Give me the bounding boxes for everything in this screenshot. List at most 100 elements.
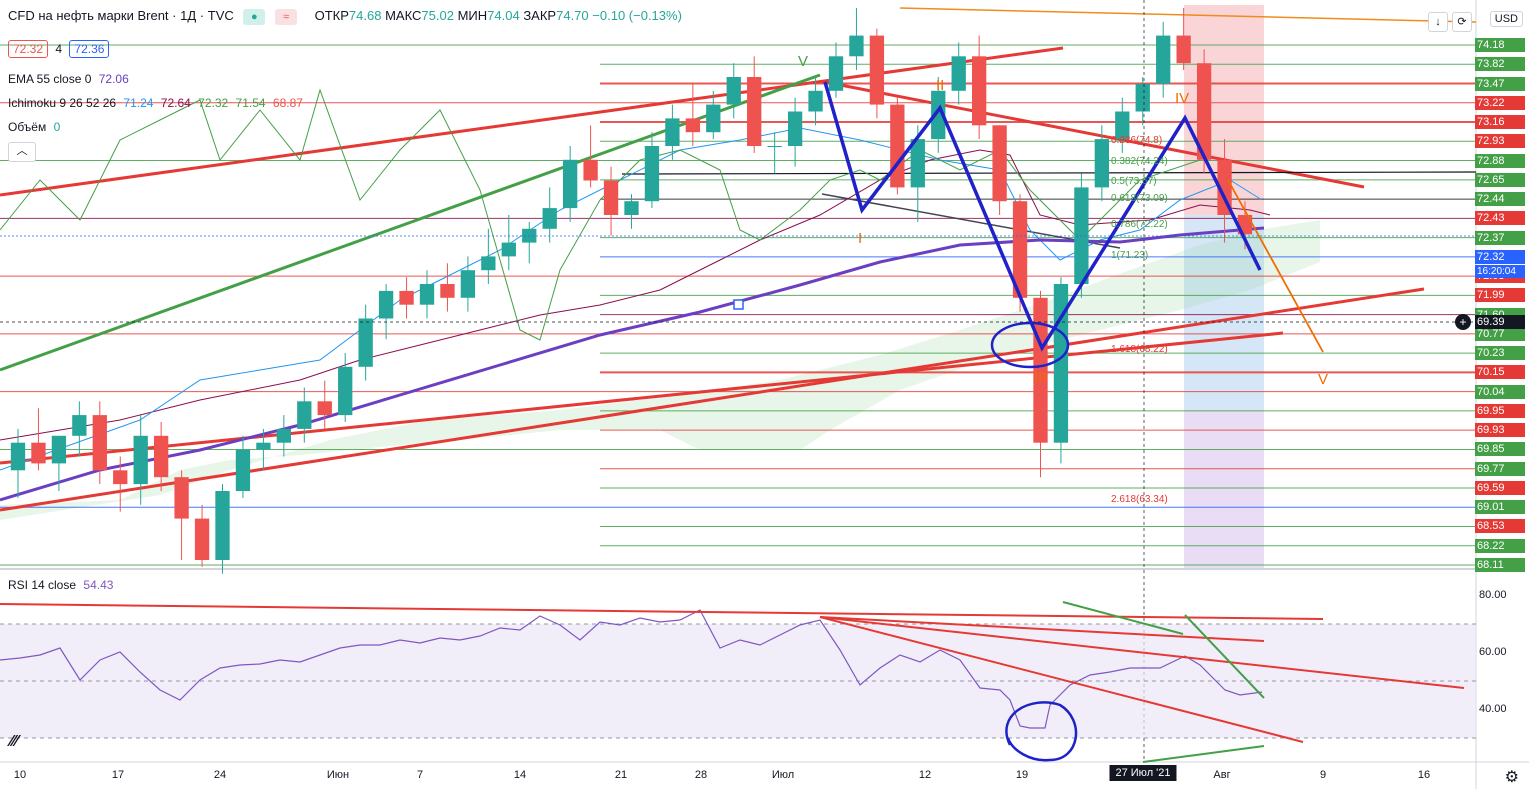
candle-body: [644, 146, 660, 202]
trendline-upper-red: [0, 46, 1064, 197]
candle-body: [358, 318, 373, 367]
countdown-label: 16:20:04: [1475, 264, 1525, 278]
rsi-axis-label: 80.00: [1479, 589, 1507, 601]
price-axis-label: 70.23: [1475, 346, 1525, 361]
ichimoku-legend[interactable]: Ichimoku 9 26 52 26 71.24 72.64 72.32 71…: [8, 96, 303, 110]
market-status-icon[interactable]: ●: [243, 8, 266, 25]
trendline-orange-top: [899, 7, 1477, 23]
candle-body: [419, 284, 435, 305]
candle-body: [726, 77, 741, 105]
ema-legend[interactable]: EMA 55 close 0 72.06: [8, 72, 129, 86]
ema-55-line: [0, 226, 1265, 502]
wave-label: I: [858, 230, 862, 247]
candle-body: [1156, 35, 1171, 84]
volume-legend[interactable]: Объём 0: [8, 120, 61, 134]
tradingview-logo-icon[interactable]: ⁄⁄⁄: [10, 733, 19, 750]
candle-body: [542, 208, 557, 229]
candle-body: [51, 435, 67, 464]
candle-body: [92, 415, 107, 471]
rsi-legend[interactable]: RSI 14 close 54.43: [8, 578, 114, 592]
price-axis-label: 68.11: [1475, 558, 1525, 572]
price-axis-label: 72.88: [1475, 153, 1525, 168]
fib-level-label: 0.786(72.22): [1111, 219, 1168, 230]
wave-label: III: [1034, 369, 1047, 386]
ask-button[interactable]: 72.36: [69, 40, 110, 58]
candle-body: [931, 90, 946, 140]
candle-body: [951, 56, 966, 91]
time-axis-label: 12: [918, 769, 932, 781]
price-axis-label: 74.18: [1475, 38, 1525, 52]
bid-button[interactable]: 72.32: [8, 40, 49, 58]
price-axis-label: 73.16: [1475, 115, 1525, 130]
candle-body: [378, 290, 394, 319]
currency-selector[interactable]: USD: [1489, 11, 1523, 27]
candle-body: [1176, 35, 1191, 64]
time-axis-label: Июн: [326, 769, 350, 781]
time-axis-label: 14: [513, 769, 527, 781]
separator: ·: [172, 8, 181, 23]
candle-body: [706, 104, 721, 133]
interval[interactable]: 1Д: [180, 8, 197, 23]
rsi-divergence-green-1: [1062, 601, 1184, 635]
price-axis-label: 72.43: [1475, 211, 1525, 226]
rsi-trend-2: [819, 616, 1465, 689]
refresh-icon[interactable]: ⟳: [1452, 12, 1472, 32]
ohlc-values: ОТКР74.68 МАКС75.02 МИН74.04 ЗАКР74.70 −…: [314, 8, 682, 23]
wave-label: V: [798, 53, 808, 70]
collapse-legend-button[interactable]: ︿: [8, 142, 36, 162]
candle-body: [910, 139, 925, 188]
candle-body: [1135, 83, 1150, 112]
candle-body: [440, 284, 455, 298]
scroll-down-icon[interactable]: ↓: [1428, 12, 1448, 32]
price-axis-label: 69.59: [1475, 480, 1525, 495]
candle-body: [808, 90, 823, 112]
data-delay-icon[interactable]: ≈: [275, 8, 297, 25]
time-axis-label: 28: [694, 769, 708, 781]
candle-body: [767, 146, 782, 147]
circle-low-annotation: [990, 321, 1070, 369]
candle-body: [317, 401, 332, 416]
chart-header: CFD на нефть марки Brent · 1Д · TVC ● ≈ …: [8, 8, 682, 25]
price-axis-label: 68.53: [1475, 519, 1525, 534]
price-axis-label: 70.04: [1475, 384, 1525, 399]
rsi-line: [0, 609, 1263, 729]
rsi-trend-3: [819, 616, 1304, 743]
add-level-icon[interactable]: +: [1455, 314, 1471, 330]
target-zone-violet: [1184, 410, 1264, 568]
price-axis-label: 70.15: [1475, 365, 1525, 380]
time-axis-label: 9: [1319, 769, 1327, 781]
time-axis-label: Июл: [771, 769, 795, 781]
candle-body: [890, 104, 905, 188]
candle-body: [460, 270, 476, 298]
rsi-axis-label: 60.00: [1479, 646, 1507, 658]
candle-body: [685, 118, 701, 133]
time-axis-label: 17: [111, 769, 125, 781]
exchange: TVC: [207, 8, 234, 23]
candle-body: [849, 35, 864, 57]
price-change: −0.10 (−0.13%): [592, 8, 682, 23]
candle-body: [828, 56, 844, 91]
price-axis-label: 72.65: [1475, 172, 1525, 187]
candle-body: [297, 401, 312, 429]
candle-body: [1094, 139, 1110, 188]
rsi-divergence-green-3: [1142, 745, 1265, 763]
rsi-trend-4: [819, 616, 1265, 642]
rsi-divergence-green-2: [1184, 614, 1265, 699]
symbol-name[interactable]: CFD на нефть марки Brent: [8, 8, 169, 23]
projection-orange: [1227, 179, 1324, 353]
time-axis-label: 21: [614, 769, 628, 781]
wave-label: II: [936, 77, 944, 94]
trendline-descending-red: [824, 80, 1365, 189]
gear-icon[interactable]: ⚙: [1504, 769, 1519, 786]
candle-body: [1196, 63, 1212, 160]
price-axis-label: 68.22: [1475, 538, 1525, 553]
trendline-green-channel: [0, 73, 821, 372]
separator: ·: [199, 8, 208, 23]
candle-body: [562, 159, 578, 209]
candle-body: [787, 111, 803, 146]
ichimoku-cloud: [0, 220, 1320, 520]
candle-body: [624, 201, 639, 215]
candle-body: [747, 77, 762, 146]
crosshair-date-label: 27 Июл '21: [1109, 765, 1177, 781]
